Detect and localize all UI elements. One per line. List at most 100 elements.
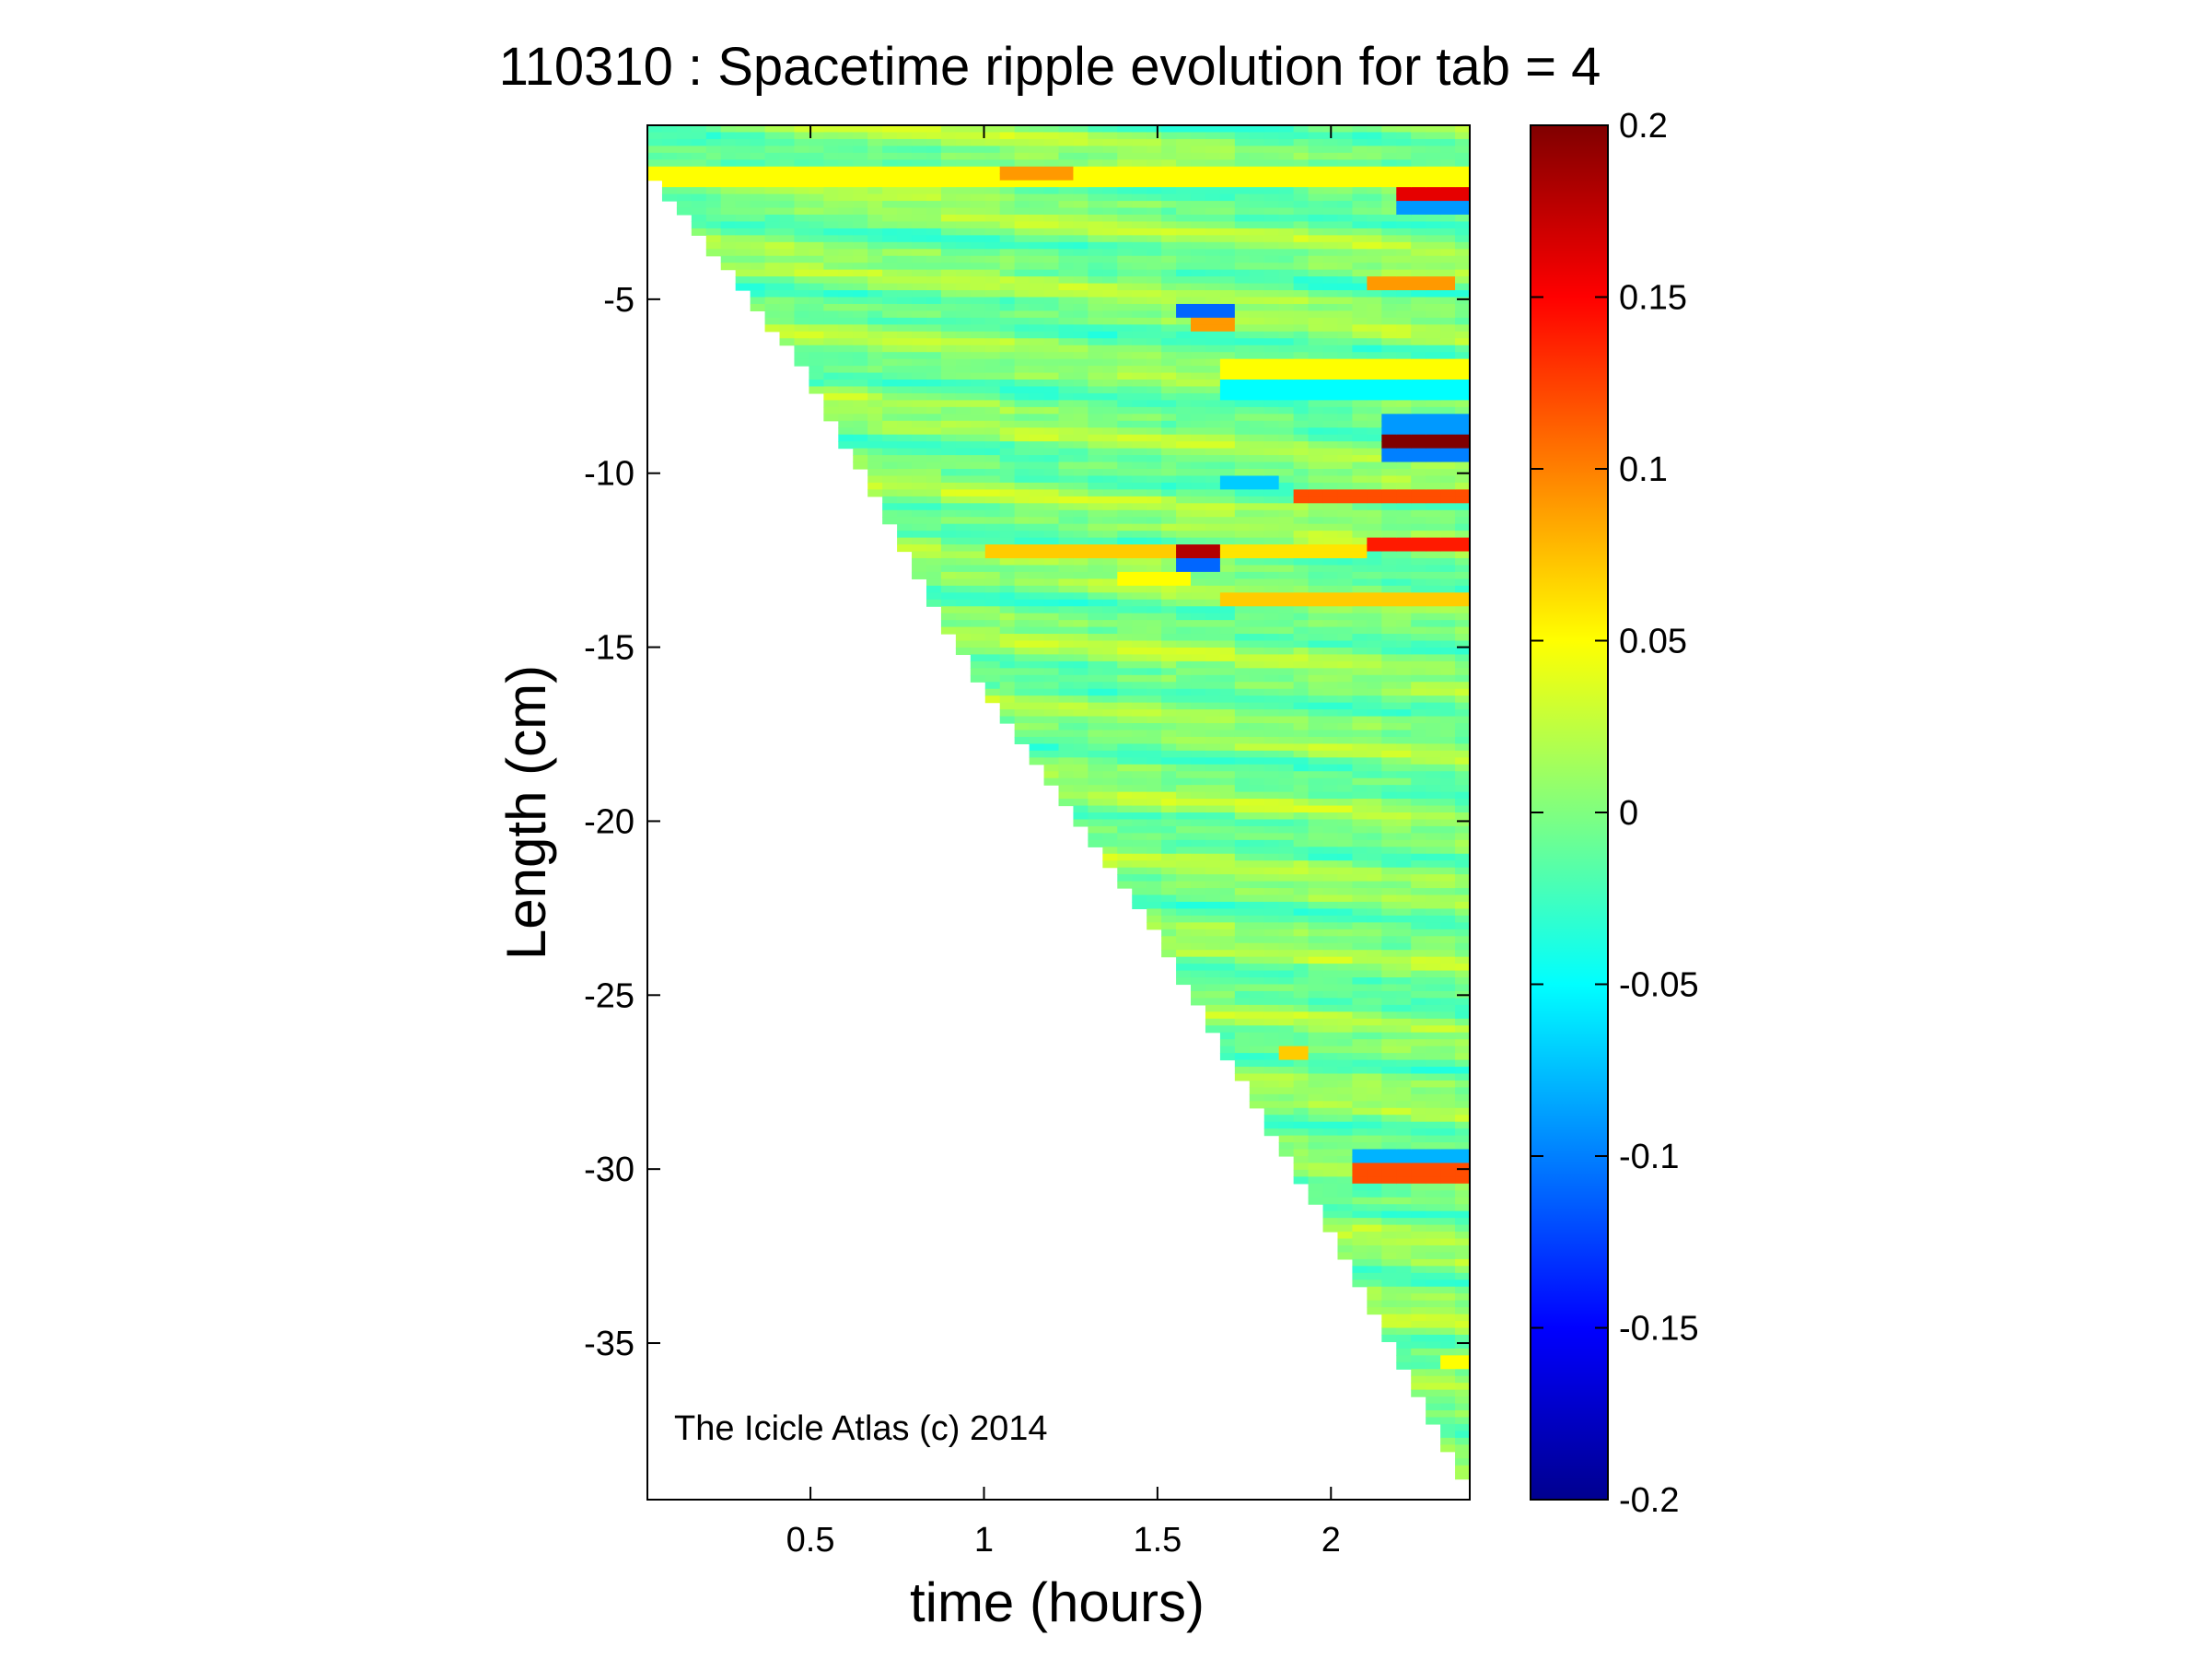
heatmap-cell	[1278, 317, 1295, 325]
heatmap-cell	[809, 138, 824, 146]
heatmap-cell	[1088, 482, 1103, 490]
heatmap-cell	[1396, 1361, 1412, 1370]
heatmap-cell	[1381, 1087, 1397, 1095]
heatmap-cell	[1322, 723, 1339, 731]
heatmap-cell	[661, 173, 678, 181]
heatmap-cell	[1234, 255, 1251, 263]
heatmap-cell	[1263, 682, 1280, 690]
heatmap-cell	[1147, 709, 1162, 718]
heatmap-cell	[1043, 366, 1060, 374]
heatmap-cell	[1337, 544, 1354, 553]
heatmap-cell	[1308, 585, 1324, 593]
heatmap-cell	[1147, 193, 1162, 202]
heatmap-cell	[897, 201, 913, 209]
heatmap-cell	[1367, 503, 1382, 511]
heatmap-cell	[1263, 455, 1280, 463]
heatmap-cell	[897, 180, 913, 188]
heatmap-cell	[926, 489, 942, 497]
heatmap-cell	[882, 207, 898, 216]
heatmap-cell	[1234, 475, 1251, 484]
heatmap-cell	[1322, 1224, 1339, 1233]
heatmap-cell	[1219, 998, 1236, 1006]
heatmap-cell	[1293, 791, 1310, 800]
heatmap-cell	[853, 269, 868, 277]
heatmap-cell	[1263, 531, 1280, 539]
heatmap-cell	[794, 173, 810, 181]
heatmap-cell	[1381, 1128, 1397, 1137]
heatmap-cell	[853, 358, 868, 367]
heatmap-cell	[1278, 489, 1295, 497]
heatmap-cell	[1249, 138, 1265, 146]
heatmap-cell	[1322, 668, 1339, 676]
heatmap-cell	[1322, 331, 1339, 339]
heatmap-cell	[1014, 531, 1030, 539]
heatmap-cell	[970, 366, 986, 374]
heatmap-cell	[779, 125, 796, 134]
heatmap-cell	[779, 146, 796, 154]
heatmap-cell	[705, 146, 722, 154]
heatmap-cell	[999, 585, 1016, 593]
heatmap-cell	[1176, 193, 1192, 202]
heatmap-cell	[1381, 420, 1397, 428]
heatmap-cell	[1058, 668, 1075, 676]
heatmap-cell	[1322, 847, 1339, 855]
heatmap-cell	[1337, 358, 1354, 367]
heatmap-cell	[1308, 702, 1324, 710]
heatmap-cell	[1205, 716, 1221, 724]
heatmap-cell	[955, 489, 972, 497]
heatmap-cell	[779, 283, 796, 291]
heatmap-cell	[1073, 173, 1089, 181]
heatmap-cell	[940, 214, 957, 223]
heatmap-cell	[1411, 571, 1426, 579]
heatmap-cell	[1205, 386, 1221, 394]
heatmap-cell	[1308, 152, 1324, 160]
heatmap-cell	[1073, 757, 1089, 765]
heatmap-cell	[940, 392, 957, 401]
heatmap-cell	[1322, 888, 1339, 896]
heatmap-cell	[1352, 620, 1368, 628]
heatmap-cell	[897, 358, 913, 367]
heatmap-cell	[750, 263, 766, 271]
heatmap-cell	[1205, 551, 1221, 559]
heatmap-cell	[720, 201, 737, 209]
heatmap-cell	[1014, 241, 1030, 250]
heatmap-cell	[1191, 922, 1206, 930]
heatmap-cell	[1263, 915, 1280, 923]
heatmap-cell	[1161, 310, 1177, 319]
heatmap-cell	[882, 352, 898, 360]
heatmap-cell	[1205, 668, 1221, 676]
heatmap-cell	[1102, 146, 1118, 154]
heatmap-cell	[1367, 138, 1382, 146]
heatmap-cell	[1352, 455, 1368, 463]
heatmap-cell	[720, 166, 737, 174]
heatmap-cell	[1161, 469, 1177, 477]
heatmap-cell	[1117, 674, 1133, 683]
heatmap-cell	[912, 138, 927, 146]
heatmap-cell	[1367, 400, 1382, 408]
heatmap-cell	[1396, 1252, 1412, 1260]
heatmap-cell	[999, 496, 1016, 504]
heatmap-cell	[853, 146, 868, 154]
heatmap-cell	[1191, 269, 1206, 277]
heatmap-cell	[1176, 929, 1192, 937]
heatmap-cell	[955, 276, 972, 285]
heatmap-cell	[1411, 716, 1426, 724]
heatmap-cell	[1411, 317, 1426, 325]
heatmap-cell	[1308, 592, 1324, 601]
heatmap-cell	[735, 276, 751, 285]
heatmap-cell	[1234, 263, 1251, 271]
heatmap-cell	[984, 303, 1001, 312]
heatmap-cell	[1219, 152, 1236, 160]
heatmap-cell	[1102, 496, 1118, 504]
heatmap-cell	[1381, 125, 1397, 134]
heatmap-cell	[853, 366, 868, 374]
heatmap-cell	[1367, 297, 1382, 305]
heatmap-cell	[1352, 1011, 1368, 1020]
heatmap-cell	[1191, 805, 1206, 813]
heatmap-cell	[705, 125, 722, 134]
heatmap-cell	[1367, 936, 1382, 944]
heatmap-cell	[897, 489, 913, 497]
heatmap-cell	[1337, 977, 1354, 986]
heatmap-cell	[853, 214, 868, 223]
heatmap-cell	[1293, 709, 1310, 718]
